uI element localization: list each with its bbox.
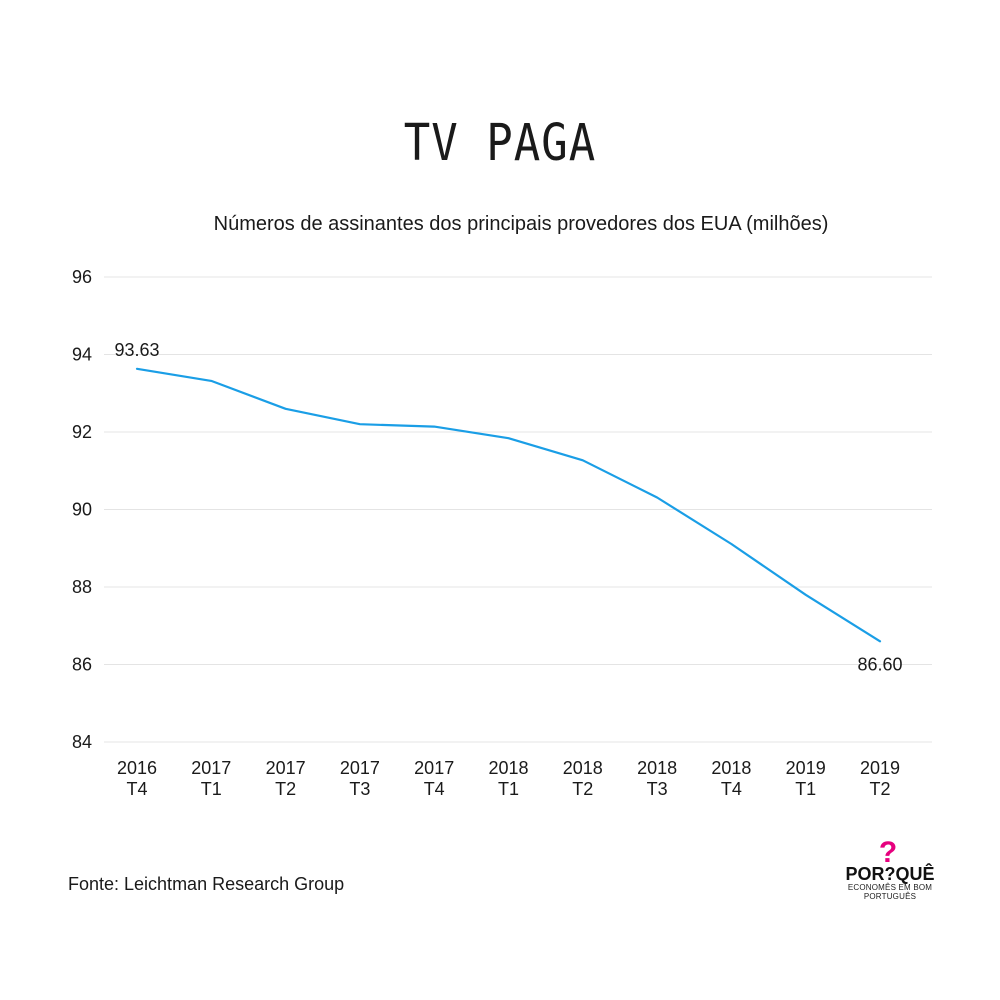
series-line xyxy=(135,367,882,643)
y-tick-label: 88 xyxy=(72,577,92,597)
y-tick-label: 96 xyxy=(72,267,92,287)
y-tick-label: 94 xyxy=(72,345,92,365)
data-label: 93.63 xyxy=(114,340,159,360)
x-tick-label: 2018 T2 xyxy=(563,758,603,799)
x-tick-label: 2019 T2 xyxy=(860,758,900,799)
data-label: 86.60 xyxy=(857,654,902,674)
chart-title: TV PAGA xyxy=(403,114,597,173)
question-mark-icon: ? xyxy=(878,836,898,869)
source-note: Fonte: Leichtman Research Group xyxy=(68,874,345,894)
x-tick-label: 2016 T4 xyxy=(117,758,157,799)
series-lines xyxy=(135,367,882,643)
chart-subtitle: Números de assinantes dos principais pro… xyxy=(213,213,829,235)
x-tick-label: 2018 T3 xyxy=(637,758,677,799)
y-axis-ticks: 84 86 88 90 92 94 96 xyxy=(72,267,92,752)
x-tick-label: 2017 T1 xyxy=(191,758,231,799)
x-tick-label: 2019 T1 xyxy=(786,758,826,799)
x-tick-label: 2017 T3 xyxy=(340,758,380,799)
y-tick-label: 84 xyxy=(72,732,92,752)
logo-wordmark: POR?QUÊ xyxy=(845,864,935,884)
x-tick-label: 2017 T2 xyxy=(266,758,306,799)
porque-logo: ? POR?QUÊ ECONOMÊS EM BOM PORTUGUÊS xyxy=(842,836,938,902)
x-axis-ticks: 2016 T4 2017 T1 2017 T2 2017 T3 2017 T4 2018 T1 2018… xyxy=(117,758,900,799)
data-labels: 93.63 86.60 xyxy=(114,340,902,674)
x-tick-label: 2017 T4 xyxy=(414,758,454,799)
gridlines xyxy=(104,276,932,743)
y-tick-label: 92 xyxy=(72,422,92,442)
y-tick-label: 90 xyxy=(72,500,92,520)
x-tick-label: 2018 T4 xyxy=(711,758,751,799)
x-tick-label: 2018 T1 xyxy=(488,758,528,799)
y-tick-label: 86 xyxy=(72,655,92,675)
logo-tagline: ECONOMÊS EM BOM PORTUGUÊS xyxy=(847,883,933,901)
